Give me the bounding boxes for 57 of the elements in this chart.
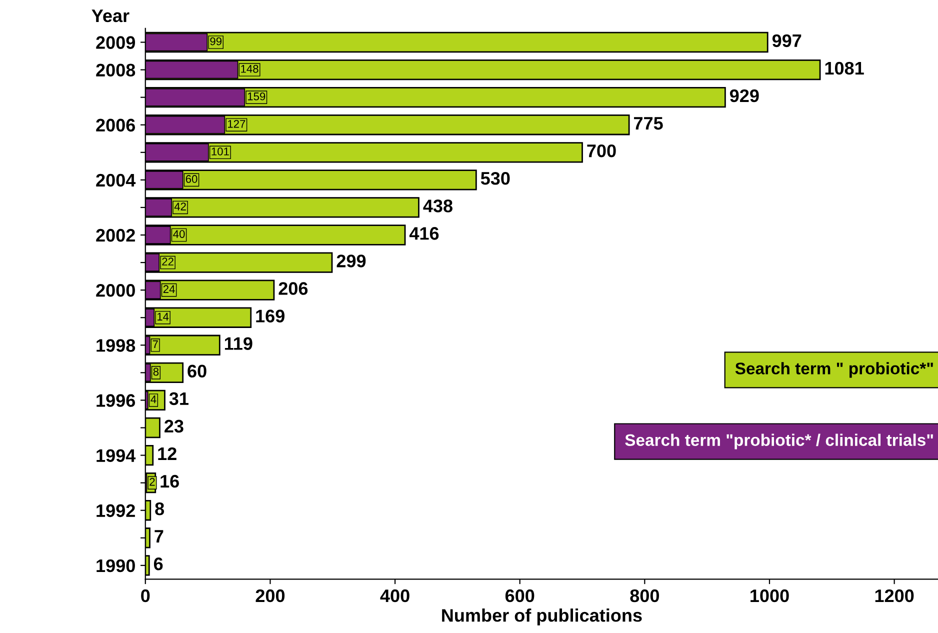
data-label: 42 [174, 202, 186, 210]
y-tick-label: 1998 [96, 339, 136, 352]
data-label: 99 [210, 37, 222, 46]
data-label: 16 [160, 474, 179, 488]
data-label: 530 [480, 172, 510, 185]
data-label: 159 [248, 92, 266, 100]
text: Search term " probiotic*" [735, 362, 933, 378]
data-label: 997 [772, 34, 802, 48]
data-label: 101 [212, 148, 229, 156]
y-tick-label: 2006 [96, 118, 136, 132]
data-label: 14 [157, 312, 169, 320]
data-label: 23 [164, 420, 184, 433]
x-tick-label: 1000 [750, 589, 789, 602]
data-label: 700 [587, 144, 616, 158]
y-tick-label: 2009 [96, 36, 135, 49]
data-label: 7 [154, 530, 164, 543]
y-tick-label: 2002 [96, 228, 135, 242]
data-label: 6 [154, 557, 163, 570]
data-label: 1081 [825, 62, 864, 75]
y-tick-label: 2000 [96, 284, 135, 297]
data-label: 60 [186, 175, 198, 183]
text: Search term "probiotic* / clinical trials" [625, 434, 933, 450]
data-label: 31 [169, 392, 188, 406]
data-label: 929 [730, 89, 759, 102]
x-tick-label: 400 [380, 589, 410, 602]
x-axis-title: Number of publications [442, 608, 642, 626]
data-label: 775 [634, 117, 663, 130]
data-label: 206 [278, 282, 308, 295]
data-label: 416 [409, 227, 439, 240]
data-label: 60 [188, 364, 206, 378]
y-axis-title: Year [92, 10, 130, 22]
x-tick-label: 1200 [875, 589, 914, 602]
y-tick-label: 1996 [96, 394, 136, 407]
y-tick-label: 1992 [96, 504, 135, 518]
data-label: 127 [228, 120, 246, 128]
data-label: 22 [162, 258, 174, 266]
x-tick-label: 0 [141, 589, 150, 602]
data-label: 4 [150, 395, 156, 404]
data-label: 8 [153, 368, 159, 376]
y-tick-label: 1994 [96, 449, 136, 462]
y-tick-label: 2004 [96, 174, 136, 187]
data-label: 119 [224, 337, 252, 350]
data-label: 12 [158, 447, 176, 460]
data-label: 7 [152, 340, 158, 348]
data-label: 8 [155, 502, 164, 516]
data-label: 299 [336, 254, 366, 268]
data-label: 148 [241, 64, 258, 73]
y-tick-label: 1990 [96, 559, 135, 572]
data-label: 24 [163, 285, 175, 293]
x-tick-label: 200 [256, 589, 285, 602]
x-tick-label: 800 [630, 589, 659, 602]
data-label: 169 [256, 310, 284, 322]
data-label: 40 [173, 230, 185, 238]
data-label: 438 [423, 200, 452, 212]
data-label: 2 [150, 478, 155, 486]
y-tick-label: 2008 [96, 64, 136, 77]
x-tick-label: 600 [505, 589, 534, 602]
